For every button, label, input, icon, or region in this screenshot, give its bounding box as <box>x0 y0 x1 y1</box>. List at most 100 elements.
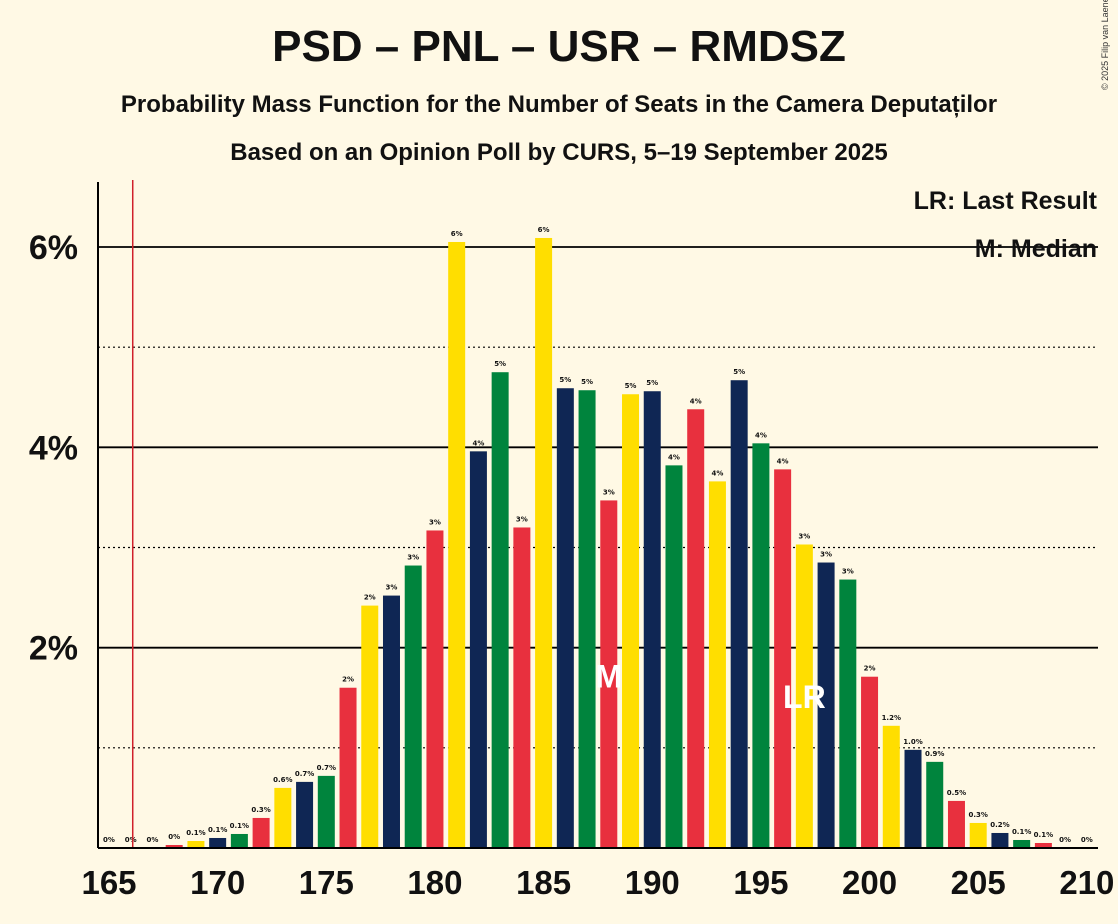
y-tick-4: 4% <box>29 429 78 467</box>
bar-seat-198 <box>817 562 835 848</box>
bar-label-seat-189: 5% <box>625 382 637 390</box>
chart-title: PSD – PNL – USR – RMDSZ <box>272 22 846 71</box>
bar-label-seat-197: 3% <box>798 532 810 540</box>
bar-label-seat-192: 4% <box>690 397 702 405</box>
x-tick-210: 210 <box>1059 864 1114 901</box>
bar-label-seat-173: 0.6% <box>273 776 292 784</box>
bar-series <box>165 237 1052 849</box>
bar-seat-206 <box>991 832 1009 848</box>
bar-seat-195 <box>752 443 770 848</box>
y-tick-6: 6% <box>29 229 78 267</box>
bar-seat-201 <box>882 725 900 848</box>
x-tick-175: 175 <box>299 864 354 901</box>
bar-label-seat-185: 6% <box>538 226 550 234</box>
bar-label-seat-208: 0.1% <box>1034 831 1053 839</box>
y-tick-2: 2% <box>29 630 78 668</box>
bar-label-seat-188: 3% <box>603 488 615 496</box>
bar-seat-186 <box>556 388 574 848</box>
bar-label-seat-204: 0.5% <box>947 789 966 797</box>
bar-seat-194 <box>730 380 748 848</box>
chart-subtitle: Probability Mass Function for the Number… <box>120 91 998 118</box>
bar-seat-183 <box>491 372 509 848</box>
bar-seat-176 <box>339 687 357 848</box>
bar-seat-182 <box>469 451 487 848</box>
bar-label-seat-205: 0.3% <box>968 811 987 819</box>
bar-seat-204 <box>947 800 965 848</box>
bar-seat-197 <box>795 544 813 848</box>
bar-label-seat-207: 0.1% <box>1012 828 1031 836</box>
bar-label-seat-200: 2% <box>864 665 876 673</box>
bar-label-seat-196: 4% <box>777 457 789 465</box>
bar-seat-180 <box>426 530 444 848</box>
bar-label-seat-168: 0% <box>168 833 180 841</box>
chart-source-subtitle: Based on an Opinion Poll by CURS, 5–19 S… <box>230 139 888 166</box>
bar-label-seat-171: 0.1% <box>230 822 249 830</box>
bar-seat-172 <box>252 817 270 848</box>
bar-seat-184 <box>513 527 531 848</box>
bar-label-seat-178: 3% <box>386 584 398 592</box>
bar-seat-175 <box>317 775 335 848</box>
bar-label-seat-179: 3% <box>407 554 419 562</box>
x-tick-205: 205 <box>951 864 1006 901</box>
bar-seat-190 <box>643 391 661 848</box>
bar-label-seat-175: 0.7% <box>317 764 336 772</box>
bar-label-seat-184: 3% <box>516 515 528 523</box>
x-tick-200: 200 <box>842 864 897 901</box>
bar-seat-189 <box>622 394 640 848</box>
bar-seat-188 <box>600 500 618 848</box>
bar-label-seat-193: 4% <box>711 469 723 477</box>
x-tick-165: 165 <box>81 864 136 901</box>
legend: LR: Last Result M: Median <box>914 187 1098 263</box>
bar-label-seat-191: 4% <box>668 453 680 461</box>
axes: 165 170 175 180 185 190 195 200 205 210 2% 4% 6% <box>29 180 1114 901</box>
bar-label-seat-165: 0% <box>103 836 115 844</box>
bar-seat-171 <box>230 833 248 848</box>
bar-seat-208 <box>1034 842 1052 848</box>
marker-lr: LR <box>783 679 826 715</box>
bar-label-seat-195: 4% <box>755 431 767 439</box>
bar-seat-193 <box>708 481 726 848</box>
bar-label-seat-169: 0.1% <box>186 829 205 837</box>
bar-seat-191 <box>665 465 683 848</box>
bar-seat-177 <box>361 605 379 848</box>
bar-label-seat-209: 0% <box>1059 836 1071 844</box>
bar-seat-168 <box>165 844 183 848</box>
bar-seat-179 <box>404 565 422 848</box>
bar-seat-169 <box>187 840 205 848</box>
bar-seat-192 <box>687 409 705 848</box>
bar-seat-174 <box>296 781 314 848</box>
bar-seat-181 <box>448 241 466 848</box>
bar-seat-202 <box>904 749 922 848</box>
gridlines <box>98 246 1098 749</box>
marker-m: M <box>595 659 622 695</box>
bar-label-seat-206: 0.2% <box>990 821 1009 829</box>
bar-value-labels: 0% 0% 0% 0%0.1% 0.1%0.1%0.3%0.6%0.7%0.7%2%2%… <box>103 226 1093 844</box>
bar-seat-196 <box>774 469 792 848</box>
bar-label-seat-166: 0% <box>125 836 137 844</box>
bar-seat-187 <box>578 390 596 848</box>
bar-label-seat-187: 5% <box>581 378 593 386</box>
x-tick-190: 190 <box>625 864 680 901</box>
bar-label-seat-177: 2% <box>364 594 376 602</box>
median-last-result-markers: M LR <box>595 659 825 715</box>
bar-label-seat-210: 0% <box>1081 836 1093 844</box>
bar-label-seat-183: 5% <box>494 360 506 368</box>
bar-seat-205 <box>969 822 987 848</box>
bar-seat-199 <box>839 579 857 848</box>
bar-label-seat-181: 6% <box>451 230 463 238</box>
bar-label-seat-201: 1.2% <box>882 714 901 722</box>
bar-label-seat-199: 3% <box>842 568 854 576</box>
x-tick-185: 185 <box>516 864 571 901</box>
bar-label-seat-176: 2% <box>342 676 354 684</box>
x-tick-195: 195 <box>733 864 788 901</box>
bar-seat-200 <box>861 676 879 848</box>
bar-seat-185 <box>535 237 553 849</box>
bar-label-seat-172: 0.3% <box>251 806 270 814</box>
bar-label-seat-180: 3% <box>429 518 441 526</box>
x-tick-170: 170 <box>190 864 245 901</box>
bar-label-seat-190: 5% <box>646 379 658 387</box>
bar-label-seat-203: 0.9% <box>925 750 944 758</box>
legend-median: M: Median <box>975 235 1097 263</box>
bar-label-seat-174: 0.7% <box>295 770 314 778</box>
